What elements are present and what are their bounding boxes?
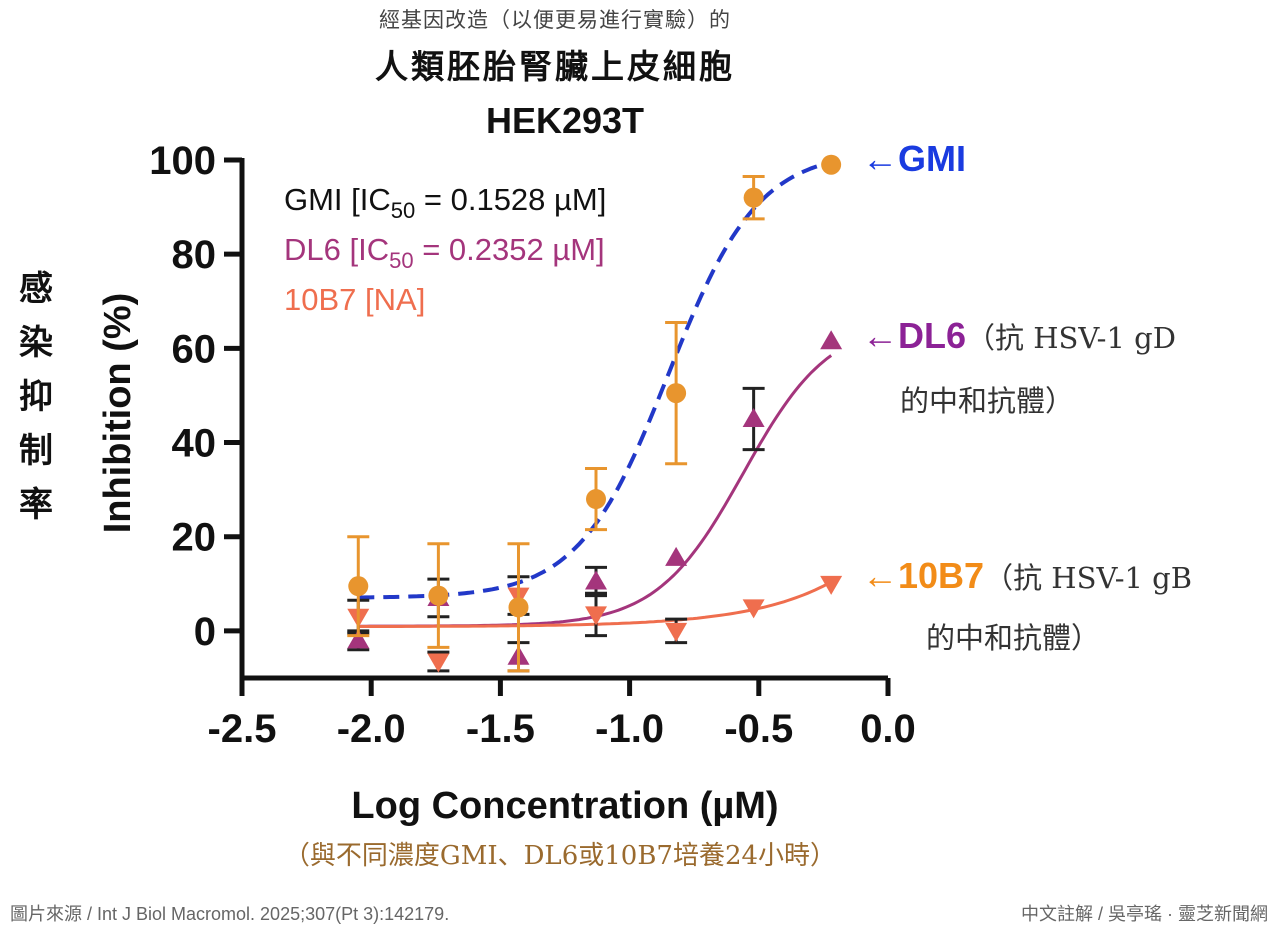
point-gmi [508, 597, 529, 618]
arrow-left-icon: ← [862, 138, 898, 179]
x-axis-note: （與不同濃度GMI、DL6或10B7培養24小時） [283, 841, 837, 871]
point-10b7 [427, 653, 450, 673]
point-dl6 [820, 330, 843, 350]
point-gmi [666, 383, 687, 404]
point-10b7 [665, 622, 688, 642]
legend-item-gmi: GMI [IC50 = 0.1528 µM] [284, 182, 606, 223]
point-dl6 [347, 629, 370, 649]
annotation-dl6-name: DL6 [898, 315, 967, 356]
annotation-gmi-label: ←GMI [862, 138, 966, 179]
x-tick-label: -1.0 [595, 707, 664, 751]
cell-line-title: HEK293T [485, 100, 645, 141]
annotation-dl6-note: （抗 HSV-1 gD [966, 321, 1176, 355]
point-dl6 [585, 570, 608, 590]
point-gmi [348, 576, 369, 597]
fit-curve-gmi [358, 160, 832, 600]
legend-item-dl6: DL6 [IC50 = 0.2352 µM] [284, 232, 605, 273]
annotation-10b7-note: （抗 HSV-1 gB [984, 561, 1193, 595]
annotation-10b7-label: ←10B7 [862, 555, 984, 596]
x-tick-label: -2.5 [208, 707, 277, 751]
annotation-gmi-name: GMI [898, 138, 966, 179]
point-gmi [428, 585, 449, 606]
x-axis-label: Log Concentration (µM) [351, 785, 778, 827]
y-tick-label: 100 [149, 139, 216, 183]
arrow-left-icon: ← [862, 555, 898, 596]
legend-item-10b7: 10B7 [NA] [284, 282, 425, 317]
y-tick-label: 20 [172, 516, 217, 560]
annotation-credit: 中文註解 / 吳亭瑤 · 靈芝新聞網 [1021, 904, 1268, 924]
x-tick-label: -0.5 [724, 707, 793, 751]
annotation-dl6-note2: 的中和抗體） [900, 384, 1075, 418]
y-axis-label-zh: 感染抑制率 [19, 269, 53, 525]
y-tick-label: 60 [172, 327, 217, 371]
point-gmi [821, 154, 842, 175]
arrow-left-icon: ← [862, 315, 898, 356]
point-dl6 [742, 408, 765, 427]
point-10b7 [742, 599, 765, 619]
point-dl6 [665, 546, 688, 566]
supertitle: 經基因改造（以便更易進行實驗）的 [379, 8, 731, 32]
x-tick-label: -1.5 [466, 707, 535, 751]
annotation-10b7-name: 10B7 [898, 555, 985, 596]
chart-title-zh: 人類胚胎腎臟上皮細胞 [375, 47, 735, 86]
axes: 0 20 40 60 80 100 -2.5 -2.0 -1.5 -1.0 -0.5 0.0 [149, 139, 916, 751]
point-gmi [743, 187, 764, 208]
y-axis-label: Inhibition (%) [97, 293, 139, 534]
annotation-gmi: ←GMI [862, 136, 966, 184]
y-tick-label: 40 [172, 422, 217, 466]
legend: GMI [IC50 = 0.1528 µM] DL6 [IC50 = 0.2352… [284, 182, 606, 317]
annotation-10b7-note2: 的中和抗體） [926, 621, 1101, 655]
y-tick-label: 0 [194, 610, 216, 654]
annotation-10b7: ←10B7（抗 HSV-1 gB [862, 553, 1192, 601]
y-tick-label: 80 [172, 233, 217, 277]
x-tick-label: 0.0 [860, 707, 916, 751]
point-10b7 [820, 575, 843, 595]
point-10b7 [585, 606, 608, 626]
point-gmi [586, 489, 607, 510]
image-source: 圖片來源 / Int J Biol Macromol. 2025;307(Pt … [10, 904, 450, 924]
x-tick-label: -2.0 [337, 707, 406, 751]
annotation-dl6: ←DL6（抗 HSV-1 gD [862, 313, 1176, 361]
data-points [347, 154, 843, 673]
annotation-dl6-label: ←DL6 [862, 315, 966, 356]
